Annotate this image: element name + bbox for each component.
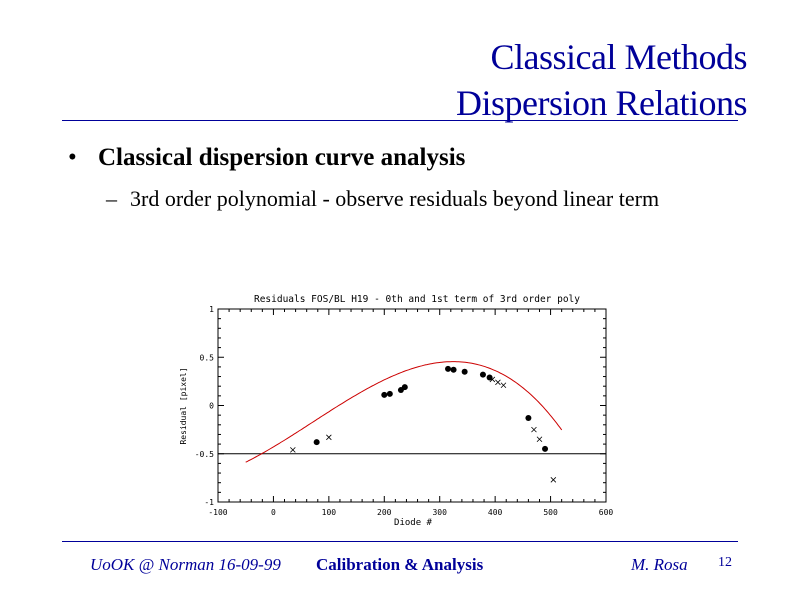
y-tick-label: 0 (209, 402, 214, 411)
cross-stroke (531, 426, 537, 433)
data-point-dot (450, 366, 457, 373)
residuals-chart-svg: Residuals FOS/BL H19 - 0th and 1st term … (179, 294, 614, 528)
data-point-dot (401, 384, 408, 391)
slide-number: 12 (718, 555, 732, 570)
data-point-dot (486, 374, 493, 381)
cross-stroke (489, 376, 496, 383)
y-tick-label: -0.5 (195, 450, 214, 459)
data-point-cross (531, 426, 537, 433)
data-point-dot (313, 439, 320, 446)
residuals-chart: Residuals FOS/BL H19 - 0th and 1st term … (170, 286, 620, 532)
data-point-dot (381, 391, 388, 398)
bullet-text: Classical dispersion curve analysis (98, 144, 466, 171)
x-tick-label: 600 (599, 508, 614, 517)
y-tick-label: 1 (209, 305, 214, 314)
bullet-marker: • (68, 144, 77, 171)
title-line-1: Classical Methods (490, 37, 748, 77)
footer-venue-date: UoOK @ Norman 16-09-99 (90, 555, 281, 574)
x-tick-label: 400 (488, 508, 503, 517)
data-point-cross (536, 436, 543, 443)
chart-tick-labels: -100 0 100 200 300 400 500 600 -1 -0.5 0 0.5 1 (195, 305, 614, 517)
cross-stroke (550, 477, 557, 483)
data-point-cross (495, 379, 501, 386)
footer-section: Calibration & Analysis (316, 555, 484, 574)
cross-stroke (290, 447, 296, 453)
cross-stroke (536, 436, 543, 443)
x-tick-label: 0 (271, 508, 276, 517)
x-tick-label: 100 (322, 508, 337, 517)
x-tick-label: 300 (432, 508, 447, 517)
x-tick-label: -100 (208, 508, 227, 517)
title-divider (62, 120, 738, 121)
dot-markers (313, 365, 549, 452)
chart-xlabel: Diode # (394, 518, 433, 528)
y-tick-label: -1 (204, 498, 214, 507)
footer-author: M. Rosa (631, 555, 688, 574)
chart-title: Residuals FOS/BL H19 - 0th and 1st term … (254, 294, 580, 305)
cross-stroke (495, 379, 501, 386)
cross-stroke (326, 434, 332, 441)
data-point-dot (525, 415, 532, 422)
subbullet-text: 3rd order polynomial - observe residuals… (130, 186, 660, 211)
data-point-dot (445, 365, 452, 372)
data-point-dot (542, 445, 549, 452)
data-point-cross (500, 382, 507, 389)
data-point-cross (326, 434, 332, 441)
chart-frame (217, 308, 607, 503)
x-tick-label: 200 (377, 508, 392, 517)
data-point-cross (550, 477, 557, 483)
chart-ylabel: Residual [pixel] (179, 367, 188, 444)
bullet-item: • Classical dispersion curve analysis (68, 144, 465, 172)
fit-curve (245, 361, 563, 463)
footer-divider (62, 541, 738, 542)
subbullet-marker: – (106, 186, 117, 211)
cross-stroke (500, 382, 507, 389)
x-tick-label: 500 (543, 508, 558, 517)
subbullet-item: –3rd order polynomial - observe residual… (106, 186, 659, 212)
chart-ticks (217, 308, 607, 503)
data-point-dot (461, 368, 468, 375)
data-point-cross (290, 447, 296, 453)
data-point-dot (386, 390, 393, 397)
cross-markers (290, 376, 557, 483)
y-tick-label: 0.5 (200, 353, 215, 362)
data-point-dot (479, 371, 486, 378)
slide-title: Classical Methods Dispersion Relations (456, 34, 747, 126)
title-line-2: Dispersion Relations (456, 83, 747, 123)
